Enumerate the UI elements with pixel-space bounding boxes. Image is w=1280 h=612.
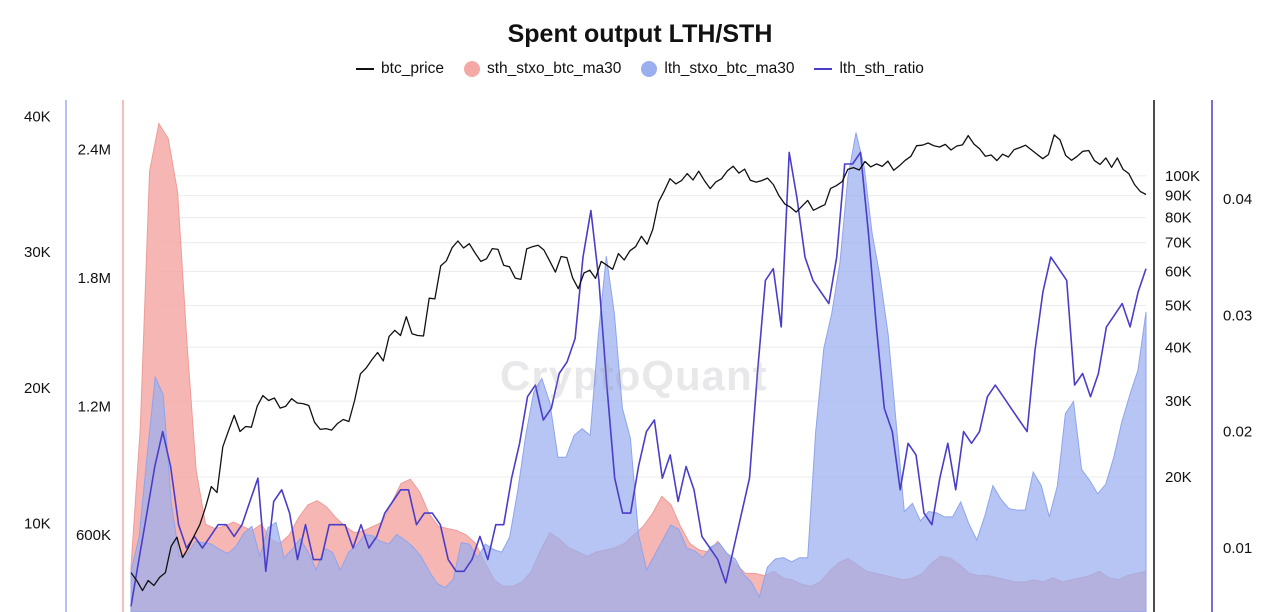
line-series	[130, 134, 1147, 607]
legend-item-lth-stxo[interactable]: lth_stxo_btc_ma30	[641, 60, 794, 78]
tick-label-left-inner: 1.2M	[78, 398, 111, 415]
tick-label-left-outer: 20K	[24, 380, 51, 397]
line-lth-sth-ratio	[130, 151, 1147, 607]
tick-label-right-outer: 0.03	[1223, 307, 1252, 324]
tick-label-left-inner: 600K	[76, 527, 111, 544]
tick-label-right-outer: 0.02	[1223, 424, 1252, 441]
legend-swatch-btc-price	[356, 68, 375, 70]
legend-item-btc-price[interactable]: btc_price	[356, 60, 444, 78]
tick-label-left-outer: 10K	[24, 516, 51, 533]
tick-label-right-inner: 90K	[1165, 188, 1192, 205]
tick-label-right-inner: 20K	[1165, 469, 1192, 486]
area-lth-stxo-btc-ma30	[130, 132, 1147, 612]
legend-label-lth-sth-ratio: lth_sth_ratio	[839, 60, 924, 77]
tick-label-right-inner: 100K	[1165, 168, 1200, 185]
tick-label-left-outer: 30K	[24, 244, 51, 261]
legend-label-sth-stxo: sth_stxo_btc_ma30	[486, 60, 622, 77]
legend-label-lth-stxo: lth_stxo_btc_ma30	[664, 60, 795, 77]
tick-label-right-inner: 30K	[1165, 393, 1192, 410]
legend-label-btc-price: btc_price	[381, 60, 444, 77]
legend-swatch-lth-stxo	[641, 61, 658, 77]
tick-label-right-inner: 70K	[1165, 235, 1192, 252]
legend: btc_price sth_stxo_btc_ma30 lth_stxo_btc…	[0, 60, 1280, 78]
legend-item-lth-sth-ratio[interactable]: lth_sth_ratio	[814, 60, 924, 78]
tick-label-right-outer: 0.01	[1223, 540, 1252, 557]
watermark: CryptoQuant	[500, 352, 768, 399]
tick-label-right-inner: 80K	[1165, 210, 1192, 227]
legend-swatch-lth-sth-ratio	[814, 68, 833, 70]
line-btc-price	[130, 134, 1147, 592]
tick-label-left-inner: 1.8M	[78, 270, 111, 287]
tick-label-right-inner: 60K	[1165, 263, 1192, 280]
chart-title: Spent output LTH/STH	[507, 20, 773, 48]
tick-label-right-inner: 50K	[1165, 298, 1192, 315]
tick-label-right-inner: 40K	[1165, 339, 1192, 356]
axes	[65, 100, 1213, 612]
grid-lines	[161, 175, 1146, 478]
tick-label-left-inner: 2.4M	[78, 141, 111, 158]
tick-label-right-outer: 0.04	[1223, 191, 1252, 208]
tick-labels: 10K 20K 30K 40K 600K 1.2M 1.8M 2.4M 20K 30K 40K 50K…	[24, 108, 1252, 557]
legend-swatch-sth-stxo	[463, 61, 480, 77]
tick-label-left-outer: 40K	[24, 108, 51, 125]
area-series	[130, 122, 1147, 612]
legend-item-sth-stxo[interactable]: sth_stxo_btc_ma30	[463, 60, 622, 78]
